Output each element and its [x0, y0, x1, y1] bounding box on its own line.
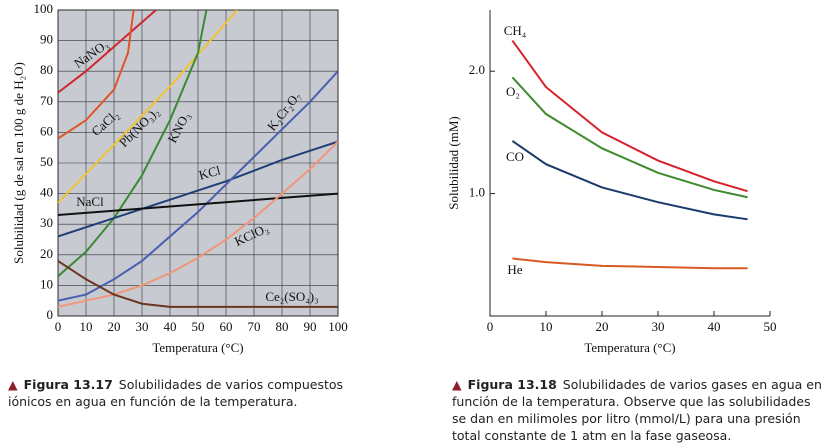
x-tick-label: 80: [276, 319, 289, 334]
y-tick-label: 60: [40, 123, 53, 138]
x-tick-label: 20: [108, 319, 121, 334]
series-label: Ce₂(SO₄)₃: [265, 289, 318, 304]
x-axis-title: Temperatura (°C): [584, 340, 675, 355]
y-tick-label: 30: [40, 215, 53, 230]
x-tick-label: 0: [487, 319, 494, 334]
x-tick-label: 70: [248, 319, 261, 334]
x-tick-label: 30: [652, 319, 665, 334]
series-line: [58, 10, 135, 140]
series-line: [58, 10, 157, 94]
x-tick-label: 60: [220, 319, 233, 334]
y-tick-label: 40: [40, 185, 53, 200]
series-label: NaCl: [76, 194, 104, 209]
x-axis-title: Temperatura (°C): [152, 340, 243, 355]
figure-label: Figura 13.18: [467, 377, 557, 392]
series-line: [58, 260, 338, 308]
x-tick-label: 50: [764, 319, 777, 334]
y-tick-label: 0: [47, 307, 54, 322]
caption-text: Solubilidades de varios gases en agua en…: [452, 377, 822, 443]
series-label: He: [507, 262, 522, 277]
x-tick-label: 100: [328, 319, 348, 334]
caption-1: ▲ Figura 13.17 Solubilidades de varios com…: [8, 377, 344, 409]
series-line: [511, 40, 748, 193]
series-line: [511, 76, 748, 199]
y-tick-label: 50: [40, 154, 53, 169]
y-tick-label: 90: [40, 32, 53, 47]
y-tick-label: 1.0: [469, 185, 485, 200]
series-label: CO: [506, 149, 524, 164]
y-tick-label: 100: [34, 1, 54, 16]
x-tick-label: 40: [708, 319, 721, 334]
figure-label: Figura 13.17: [23, 377, 113, 392]
series-line: [58, 192, 338, 217]
series-label: CH₄: [504, 23, 527, 38]
x-tick-label: 40: [164, 319, 177, 334]
y-tick-label: 20: [40, 246, 53, 261]
caption-text: Solubilidades de varios compuestos iónic…: [8, 377, 344, 409]
y-axis-title: Solubilidad (mM): [446, 116, 461, 210]
series-label: O₂: [506, 84, 520, 99]
y-axis-title: Solubilidad (g de sal en 100 g de H₂O): [11, 62, 26, 264]
x-tick-label: 10: [80, 319, 93, 334]
x-tick-label: 0: [55, 319, 62, 334]
x-tick-label: 20: [596, 319, 609, 334]
y-tick-label: 10: [40, 276, 53, 291]
x-tick-label: 30: [136, 319, 149, 334]
series-line: [58, 10, 208, 277]
x-tick-label: 90: [304, 319, 317, 334]
x-tick-label: 10: [540, 319, 553, 334]
series-label: KCl: [197, 162, 222, 182]
series-line: [58, 140, 338, 238]
caption-2: ▲ Figura 13.18 Solubilidades de varios gas…: [452, 377, 822, 443]
x-tick-label: 50: [192, 319, 205, 334]
series-line: [511, 140, 748, 221]
series-line: [58, 140, 338, 308]
y-tick-label: 70: [40, 93, 53, 108]
axes: [489, 10, 770, 317]
series-line: [58, 70, 338, 302]
charts: 0 10 20 30 40 50 60 70 80 90 100010203040506070809…: [11, 1, 777, 355]
plot-area: [490, 10, 770, 316]
series-line: [512, 257, 748, 270]
series-line: [58, 10, 238, 204]
y-tick-label: 80: [40, 62, 53, 77]
y-tick-label: 2.0: [469, 62, 485, 77]
